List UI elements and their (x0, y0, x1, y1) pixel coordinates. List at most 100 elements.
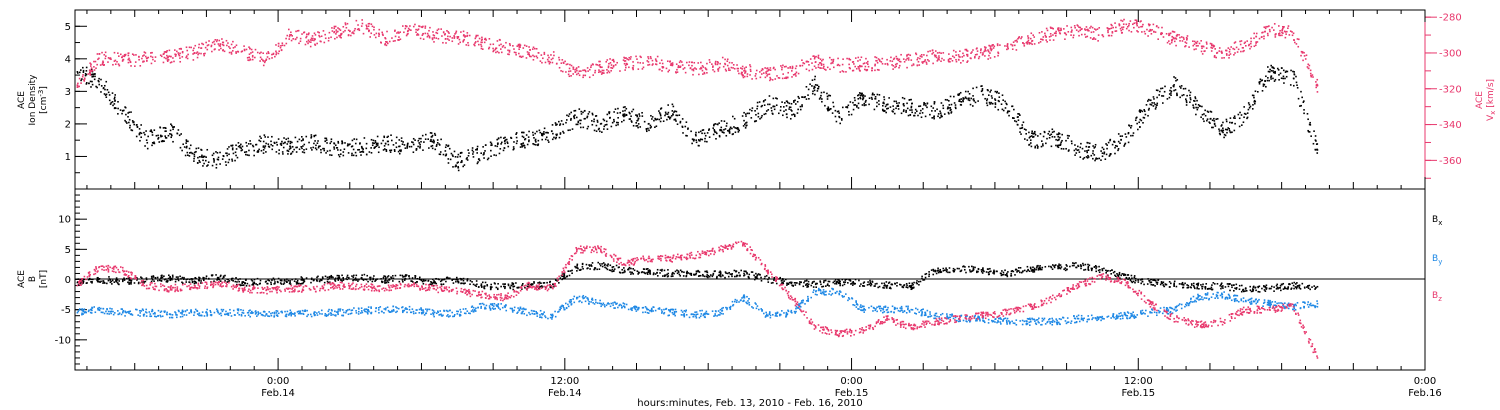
data-point (231, 277, 234, 280)
data-point (573, 116, 575, 118)
data-point (628, 267, 630, 270)
data-point (582, 267, 584, 270)
data-point (515, 136, 518, 139)
data-point (948, 104, 951, 106)
data-point (433, 280, 436, 283)
data-point (534, 132, 536, 135)
data-point (463, 38, 465, 41)
data-point (670, 62, 672, 65)
data-point (241, 145, 244, 148)
data-point (601, 131, 603, 133)
data-point (336, 36, 338, 39)
data-point (630, 267, 632, 270)
data-point (1281, 29, 1283, 31)
data-point (635, 114, 637, 116)
data-point (614, 64, 617, 66)
data-point (1269, 30, 1271, 33)
data-point (91, 280, 93, 283)
data-point (520, 56, 523, 59)
data-point (1108, 155, 1111, 157)
data-point (442, 31, 445, 34)
data-point (111, 283, 113, 285)
data-point (241, 149, 244, 151)
data-point (278, 152, 280, 155)
data-point (840, 117, 843, 120)
data-point (568, 67, 571, 70)
data-point (246, 56, 249, 59)
data-point (1218, 130, 1221, 132)
data-point (1175, 79, 1177, 82)
data-point (532, 142, 534, 145)
data-point (659, 120, 662, 123)
data-point (1061, 133, 1064, 136)
data-point (1291, 31, 1293, 33)
data-point (96, 279, 98, 282)
data-point (353, 29, 356, 32)
data-point (1244, 113, 1247, 115)
data-point (1077, 145, 1079, 148)
data-point (477, 158, 480, 161)
data-point (1292, 70, 1294, 73)
data-point (141, 277, 143, 279)
data-point (418, 137, 421, 140)
data-point (1073, 149, 1076, 152)
data-point (279, 282, 282, 284)
data-point (1123, 145, 1125, 147)
data-point (719, 270, 721, 273)
data-point (230, 51, 233, 54)
data-point (301, 278, 304, 280)
data-point (917, 57, 919, 59)
data-point (286, 278, 288, 280)
data-point (172, 140, 174, 143)
data-point (1084, 28, 1086, 30)
data-point (1030, 135, 1033, 137)
data-point (1272, 70, 1274, 72)
data-point (353, 32, 355, 35)
data-point (276, 280, 279, 283)
data-point (1105, 143, 1107, 145)
data-point (1214, 125, 1217, 127)
data-point (480, 45, 483, 48)
data-point (678, 61, 681, 64)
data-point (523, 144, 526, 147)
data-point (525, 134, 528, 136)
data-point (403, 31, 405, 34)
data-point (895, 65, 898, 68)
data-point (1200, 45, 1203, 48)
data-point (550, 130, 553, 133)
data-point (117, 100, 119, 103)
data-point (918, 64, 921, 66)
data-point (90, 67, 93, 69)
data-point (911, 111, 913, 114)
data-point (1087, 154, 1089, 157)
data-point (896, 62, 898, 65)
data-point (1263, 26, 1266, 29)
data-point (235, 51, 237, 53)
data-point (1079, 29, 1081, 32)
data-point (1250, 37, 1252, 40)
data-point (899, 60, 902, 63)
data-point (1281, 31, 1283, 34)
data-point (781, 68, 783, 71)
data-point (140, 136, 142, 139)
data-point (768, 73, 771, 76)
data-point (410, 29, 412, 32)
data-point (663, 269, 666, 272)
data-point (398, 36, 400, 38)
data-point (496, 142, 499, 145)
data-point (767, 103, 769, 106)
data-point (141, 281, 143, 283)
data-point (377, 151, 380, 154)
data-point (1188, 46, 1190, 48)
data-point (601, 69, 604, 72)
data-point (275, 151, 278, 153)
data-point (310, 134, 313, 136)
data-point (214, 39, 217, 41)
data-point (360, 25, 363, 27)
data-point (584, 69, 587, 72)
data-point (637, 61, 639, 64)
data-point (381, 33, 384, 36)
data-point (507, 145, 510, 148)
data-point (169, 133, 171, 135)
data-point (942, 107, 945, 110)
